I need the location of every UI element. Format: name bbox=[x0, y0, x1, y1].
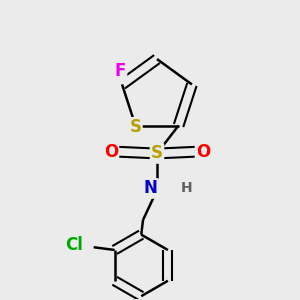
Text: F: F bbox=[115, 62, 126, 80]
Text: S: S bbox=[151, 145, 163, 163]
Text: Cl: Cl bbox=[65, 236, 83, 254]
Text: S: S bbox=[129, 118, 141, 136]
Text: O: O bbox=[104, 143, 118, 161]
Text: H: H bbox=[181, 182, 193, 196]
Text: N: N bbox=[144, 179, 158, 197]
Text: O: O bbox=[196, 143, 210, 161]
